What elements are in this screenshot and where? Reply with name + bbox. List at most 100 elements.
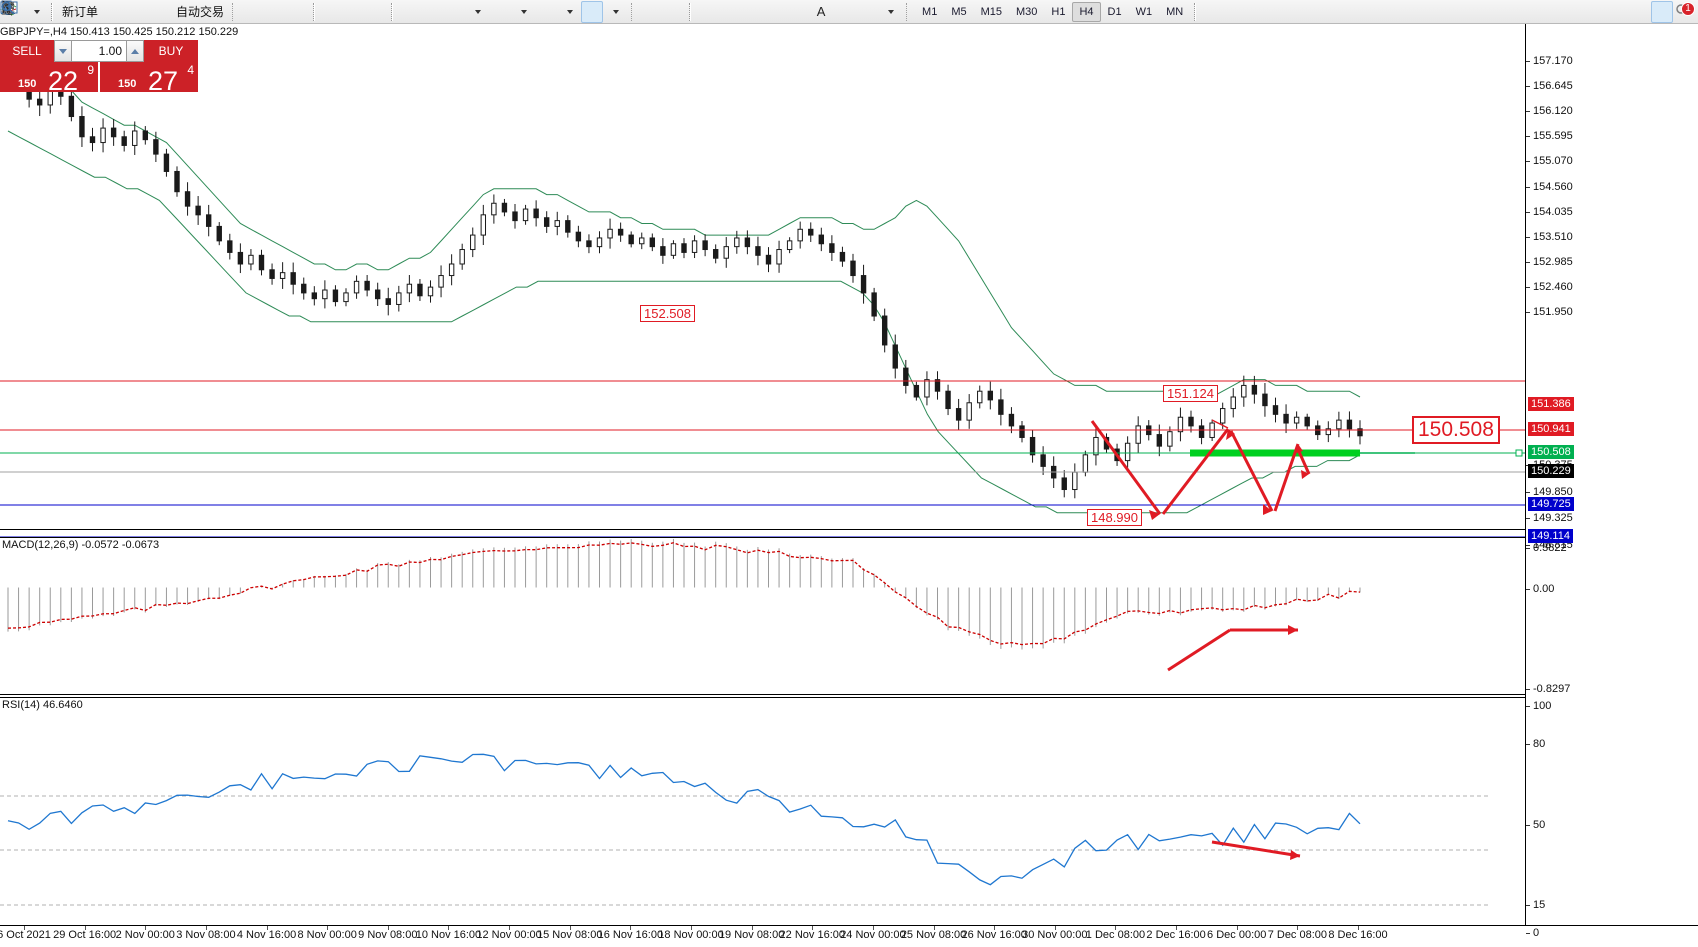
timeframe-mn[interactable]: MN bbox=[1166, 5, 1184, 18]
toolbar-grip[interactable] bbox=[232, 2, 236, 21]
rsi-annotation-arrow[interactable] bbox=[1211, 840, 1301, 860]
annot-151124[interactable]: 151.124 bbox=[1163, 385, 1218, 402]
time-tick-2 bbox=[145, 926, 147, 930]
price-tick-label: 156.120 bbox=[1533, 105, 1573, 117]
annotation-arrow-down-3[interactable] bbox=[1295, 446, 1311, 479]
add-indicator-icon[interactable] bbox=[1, 1, 465, 23]
macd-annotation-arrow[interactable] bbox=[1167, 625, 1298, 672]
volume-decrease-button[interactable] bbox=[54, 40, 72, 62]
price-scale[interactable]: 157.170 156.645 156.120 155.595 155.070 154.5… bbox=[1526, 24, 1698, 939]
signals-icon[interactable] bbox=[1, 1, 170, 23]
new-order-button[interactable]: 新订单 bbox=[1, 0, 101, 23]
annotation-arrow-down-2[interactable] bbox=[1229, 430, 1274, 515]
one-click-trading-panel[interactable]: SELL 1.00 BUY 150 22 9 150 27 4 bbox=[0, 40, 198, 92]
price-tick-7: 153.510 bbox=[1526, 231, 1573, 243]
crosshair-icon[interactable] bbox=[2, 1, 685, 23]
rsi-pane[interactable] bbox=[0, 697, 1525, 925]
timeframe-w1[interactable]: W1 bbox=[1135, 5, 1153, 18]
equidistant-channel-icon[interactable]: E bbox=[1, 1, 786, 23]
templates-active-icon[interactable] bbox=[0, 0, 604, 23]
indicator-dropdown-icon[interactable] bbox=[466, 1, 488, 23]
price-tick-label: 153.510 bbox=[1533, 231, 1573, 243]
cursor-pointer-icon[interactable] bbox=[2, 0, 662, 23]
chart-autoscroll-icon[interactable] bbox=[2, 1, 442, 23]
sell-label[interactable]: SELL bbox=[0, 40, 54, 62]
annot-150508-big[interactable]: 150.508 bbox=[1412, 416, 1500, 444]
bar-chart-icon[interactable] bbox=[2, 1, 263, 23]
toolbar-separator-2 bbox=[313, 2, 316, 21]
toolbar-separator bbox=[51, 2, 53, 21]
timeframe-m1[interactable]: M1 bbox=[922, 5, 938, 18]
period-dropdown-icon[interactable] bbox=[512, 1, 534, 23]
timeframe-h4[interactable]: H4 bbox=[1072, 1, 1101, 22]
search-icon[interactable] bbox=[1, 0, 1673, 23]
annot-152508[interactable]: 152.508 bbox=[640, 305, 695, 322]
shapes-icon[interactable] bbox=[4, 1, 878, 23]
price-level-badge-149.114[interactable]: 149.114 bbox=[1528, 529, 1573, 543]
price-tick-label: 155.070 bbox=[1533, 155, 1573, 167]
chart-shift-icon[interactable] bbox=[2, 1, 419, 23]
toolbar-grip-3[interactable] bbox=[906, 2, 910, 21]
line-chart-icon[interactable] bbox=[1, 1, 309, 23]
buy-price-button[interactable]: 150 27 4 bbox=[100, 62, 198, 92]
time-label-0: 6 Oct 2021 bbox=[0, 929, 51, 941]
macd-pane[interactable] bbox=[0, 537, 1525, 695]
text-label-icon[interactable]: T bbox=[2, 1, 855, 23]
price-tick-1: 156.645 bbox=[1526, 80, 1573, 92]
time-label-21: 7 Dec 08:00 bbox=[1267, 929, 1328, 941]
timeframe-h1[interactable]: H1 bbox=[1051, 5, 1066, 18]
templates-icon[interactable] bbox=[0, 1, 557, 23]
annotation-arrow-down-1[interactable] bbox=[1090, 420, 1162, 520]
timeframe-m5[interactable]: M5 bbox=[951, 5, 967, 18]
price-level-badge-150.508[interactable]: 150.508 bbox=[1528, 445, 1574, 459]
auto-trading-button[interactable]: 自动交易 bbox=[0, 1, 227, 23]
toolbar-dropdown-icon[interactable] bbox=[25, 1, 47, 23]
time-label-9: 15 Nov 08:00 bbox=[537, 929, 603, 941]
horizontal-line-icon[interactable] bbox=[2, 1, 740, 23]
price-level-badge-150.229[interactable]: 150.229 bbox=[1528, 464, 1574, 478]
time-label-17: 30 Nov 00:00 bbox=[1022, 929, 1088, 941]
annotation-arrow-up-1[interactable] bbox=[1161, 428, 1235, 515]
terminal-icon[interactable] bbox=[1, 1, 147, 23]
time-tick-1 bbox=[84, 926, 86, 930]
price-level-badge-149.725[interactable]: 149.725 bbox=[1528, 497, 1574, 511]
price-tick-label: 152.460 bbox=[1533, 281, 1573, 293]
time-tick-14 bbox=[872, 926, 874, 930]
time-tick-21 bbox=[1297, 926, 1299, 930]
price-chart-pane[interactable] bbox=[0, 24, 1525, 538]
shapes-dropdown-icon[interactable] bbox=[879, 1, 901, 23]
data-window-icon[interactable] bbox=[1, 1, 387, 23]
toolbar-separator-5 bbox=[1194, 2, 1197, 21]
volume-input[interactable]: 1.00 bbox=[72, 40, 126, 62]
fibonacci-icon[interactable]: F bbox=[2, 1, 809, 23]
target-line-handle[interactable] bbox=[1515, 449, 1523, 457]
time-axis[interactable]: 6 Oct 2021 29 Oct 16:00 2 Nov 00:00 3 Nov 0… bbox=[0, 925, 1698, 947]
period-clock-icon[interactable] bbox=[1, 1, 511, 23]
zoom-in-icon[interactable] bbox=[1, 1, 341, 23]
trendline-icon[interactable] bbox=[2, 1, 763, 23]
timeframe-group: M1 M5 M15 M30 H1 H4 D1 W1 MN bbox=[915, 1, 1190, 22]
price-tick-label: 149.325 bbox=[1533, 512, 1573, 524]
time-label-7: 10 Nov 16:00 bbox=[415, 929, 482, 941]
volume-increase-button[interactable] bbox=[126, 40, 144, 62]
timeframe-d1[interactable]: D1 bbox=[1107, 5, 1122, 18]
candlestick-chart-icon[interactable] bbox=[2, 1, 286, 23]
price-level-badge-151.386[interactable]: 151.386 bbox=[1528, 397, 1574, 411]
templates-dropdown-icon[interactable] bbox=[558, 1, 580, 23]
sell-price-button[interactable]: 150 22 9 bbox=[0, 62, 98, 92]
time-label-11: 18 Nov 00:00 bbox=[658, 929, 724, 941]
time-label-22: 8 Dec 16:00 bbox=[1328, 929, 1388, 941]
zoom-out-icon[interactable] bbox=[1, 1, 364, 23]
price-tick-label: 157.170 bbox=[1533, 55, 1573, 67]
price-level-badge-150.941[interactable]: 150.941 bbox=[1528, 422, 1574, 436]
pending-order-icon[interactable] bbox=[1, 1, 124, 23]
buy-label[interactable]: BUY bbox=[144, 40, 198, 62]
text-tool-icon[interactable]: A bbox=[816, 4, 826, 19]
timeframe-m30[interactable]: M30 bbox=[1016, 5, 1038, 18]
vertical-line-icon[interactable] bbox=[7, 1, 717, 23]
toolbar-grip-2[interactable] bbox=[631, 2, 635, 21]
timeframe-m15[interactable]: M15 bbox=[980, 5, 1002, 18]
alerts-icon[interactable]: 1 bbox=[1674, 1, 1696, 23]
templates-menu-icon[interactable] bbox=[604, 1, 626, 23]
annot-148990[interactable]: 148.990 bbox=[1087, 509, 1142, 526]
